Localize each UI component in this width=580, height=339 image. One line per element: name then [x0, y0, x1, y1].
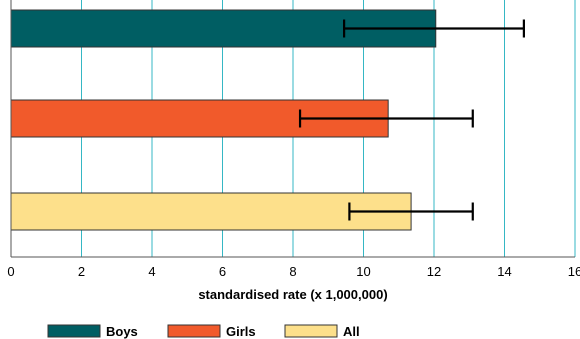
legend: Boys Girls All	[48, 324, 360, 339]
x-axis-title: standardised rate (x 1,000,000)	[198, 287, 387, 302]
x-tick-label-12: 12	[427, 264, 441, 279]
legend-item-all: All	[285, 324, 360, 339]
bars	[11, 10, 436, 230]
x-tick-labels: 0 2 4 6 8 10 12 14 16	[7, 264, 580, 279]
legend-item-girls: Girls	[168, 324, 256, 339]
legend-label-all: All	[343, 324, 360, 339]
legend-item-boys: Boys	[48, 324, 138, 339]
legend-label-girls: Girls	[226, 324, 256, 339]
x-tick-label-8: 8	[289, 264, 296, 279]
x-tick-label-14: 14	[497, 264, 511, 279]
x-tick-label-10: 10	[356, 264, 370, 279]
legend-swatch-boys	[48, 325, 100, 337]
x-tick-label-4: 4	[148, 264, 155, 279]
legend-label-boys: Boys	[106, 324, 138, 339]
x-tick-label-0: 0	[7, 264, 14, 279]
x-tick-label-16: 16	[568, 264, 580, 279]
legend-swatch-all	[285, 325, 337, 337]
x-tick-label-6: 6	[219, 264, 226, 279]
x-tick-label-2: 2	[78, 264, 85, 279]
legend-swatch-girls	[168, 325, 220, 337]
